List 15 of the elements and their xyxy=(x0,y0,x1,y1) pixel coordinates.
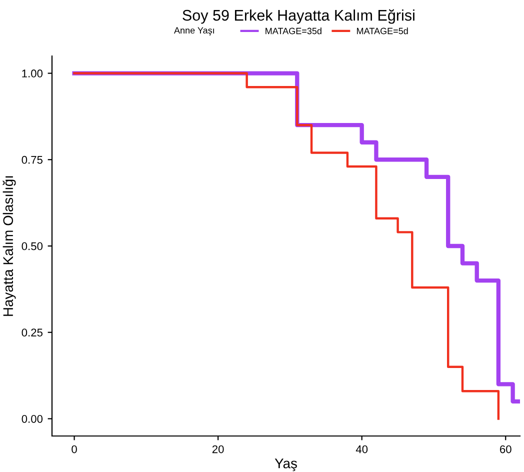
y-tick-label: 0.25 xyxy=(22,328,43,336)
legend-label: MATAGE=35d xyxy=(266,28,322,34)
legend-label: MATAGE=5d xyxy=(357,28,408,34)
chart-title: Soy 59 Erkek Hayatta Kalım Eğrisi xyxy=(182,9,414,24)
y-tick-label: 0.75 xyxy=(22,156,43,164)
y-tick-label: 0.50 xyxy=(22,242,43,250)
x-tick-label: 60 xyxy=(500,445,512,454)
x-tick-label: 0 xyxy=(72,445,77,454)
x-axis-title: Yaş xyxy=(274,458,297,472)
x-tick-label: 40 xyxy=(356,445,368,454)
y-axis-title: Hayatta Kalım Olasılığı xyxy=(2,176,16,316)
y-tick-label: 0.00 xyxy=(22,414,43,423)
x-tick-label: 20 xyxy=(212,445,224,454)
y-tick-label: 1.00 xyxy=(22,70,43,78)
legend-title: Anne Yaşı xyxy=(174,27,214,36)
